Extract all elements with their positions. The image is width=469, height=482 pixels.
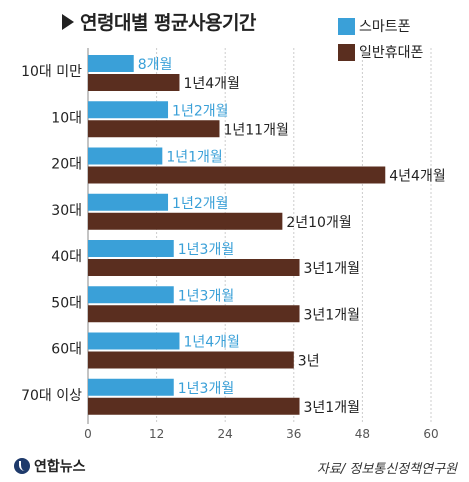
- bar-general: [88, 212, 283, 230]
- legend: 스마트폰 일반휴대폰: [338, 16, 423, 68]
- category-label: 50대: [51, 295, 82, 311]
- x-tick-label: 24: [218, 427, 233, 441]
- data-label: 1년4개월: [183, 335, 239, 351]
- logo-text: 연합뉴스: [34, 459, 86, 475]
- bar-smartphone: [88, 193, 169, 211]
- bar-smartphone: [88, 147, 163, 165]
- source-note: 자료/ 정보통신정책연구원: [316, 462, 457, 477]
- data-label: 4년4개월: [389, 169, 445, 185]
- bar-smartphone: [88, 55, 134, 72]
- data-label: 1년3개월: [178, 242, 234, 258]
- category-label: 10대: [51, 110, 82, 126]
- x-tick-label: 48: [355, 427, 370, 441]
- legend-label-general: 일반휴대폰: [359, 45, 424, 61]
- data-label: 1년4개월: [183, 76, 239, 92]
- legend-item-smartphone: 스마트폰: [338, 16, 423, 36]
- bar-general: [88, 305, 300, 323]
- x-tick-label: 0: [84, 427, 92, 441]
- x-tick-label: 12: [149, 427, 164, 441]
- bar-general: [88, 351, 294, 369]
- category-label: 60대: [51, 342, 82, 358]
- triangle-icon: [62, 14, 74, 30]
- bar-general: [88, 259, 300, 276]
- bar-general: [88, 120, 220, 138]
- bar-general: [88, 397, 300, 415]
- data-label: 1년2개월: [172, 103, 228, 119]
- category-label: 70대 이상: [21, 388, 82, 404]
- legend-swatch-smartphone: [338, 17, 355, 35]
- bar-smartphone: [88, 101, 169, 119]
- data-label: 1년3개월: [178, 381, 234, 397]
- category-label: 20대: [51, 157, 82, 173]
- data-label: 8개월: [138, 57, 173, 73]
- bar-smartphone: [88, 378, 174, 396]
- legend-swatch-general: [338, 43, 355, 61]
- category-label: 30대: [51, 203, 82, 219]
- x-tick-label: 60: [423, 427, 438, 441]
- data-label: 2년10개월: [286, 215, 351, 231]
- data-label: 3년1개월: [304, 307, 360, 323]
- data-label: 3년1개월: [304, 261, 360, 277]
- bar-smartphone: [88, 286, 174, 304]
- category-label: 10대 미만: [21, 64, 82, 80]
- x-tick-label: 36: [286, 427, 301, 441]
- data-label: 1년3개월: [178, 288, 234, 304]
- agency-logo: 연합뉴스: [14, 456, 86, 476]
- bar-general: [88, 166, 386, 184]
- legend-label-smartphone: 스마트폰: [359, 19, 411, 35]
- data-label: 1년2개월: [172, 196, 228, 212]
- data-label: 1년1개월: [166, 150, 222, 166]
- yonhap-logo-icon: [14, 458, 30, 474]
- legend-item-general: 일반휴대폰: [338, 42, 423, 62]
- chart-title: 연령대별 평균사용기간: [62, 8, 256, 35]
- data-label: 1년11개월: [223, 122, 288, 138]
- bar-smartphone: [88, 332, 180, 350]
- bar-general: [88, 74, 180, 91]
- category-label: 40대: [51, 249, 82, 265]
- data-label: 3년: [298, 354, 320, 370]
- data-label: 3년1개월: [304, 400, 360, 416]
- bar-smartphone: [88, 240, 174, 257]
